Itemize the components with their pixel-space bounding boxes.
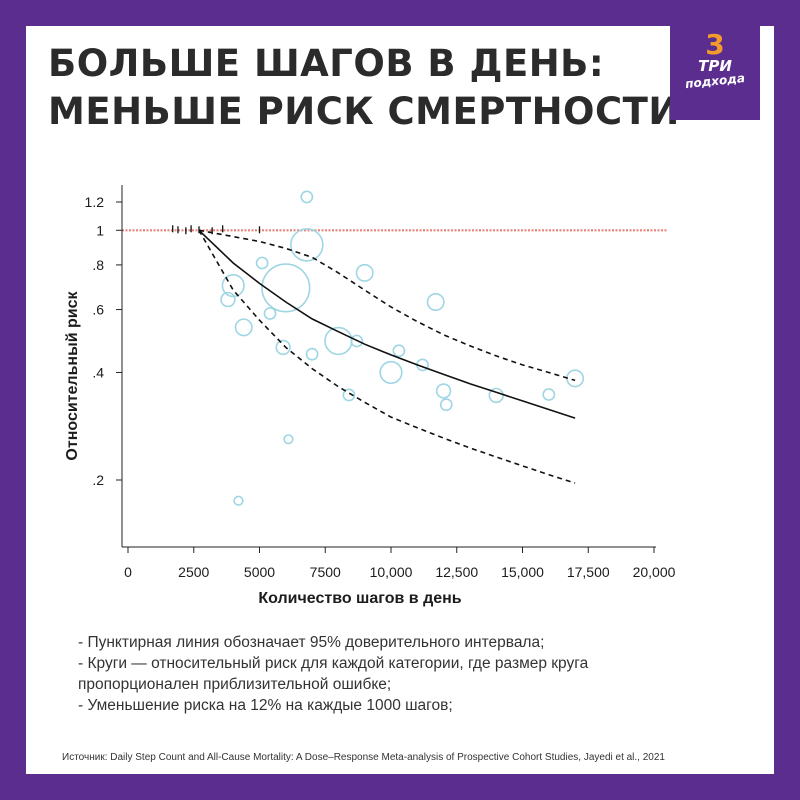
y-tick-label: 1 (96, 222, 104, 238)
study-point (566, 369, 585, 388)
note-line: - Уменьшение риска на 12% на каждые 1000… (78, 697, 453, 714)
title-line-1: БОЛЬШЕ ШАГОВ В ДЕНЬ: (48, 42, 605, 85)
title-line-2: МЕНЬШЕ РИСК СМЕРТНОСТИ (48, 90, 680, 133)
x-tick-label: 5000 (244, 564, 275, 580)
reference-line-group (122, 225, 668, 235)
study-point (439, 398, 453, 412)
study-point (305, 347, 319, 361)
card (26, 26, 774, 774)
notes: - Пунктирная линия обозначает 95% довери… (78, 632, 718, 716)
x-tick-label: 20,000 (633, 564, 676, 580)
study-point (426, 292, 445, 311)
study-point (261, 263, 311, 313)
study-point (342, 388, 356, 402)
x-tick-label: 12,500 (435, 564, 478, 580)
note-line: - Круги — относительный риск для каждой … (78, 655, 589, 672)
study-point (220, 291, 236, 308)
x-tick-label: 10,000 (370, 564, 413, 580)
study-point (283, 434, 294, 445)
study-point (290, 228, 324, 262)
study-point (255, 256, 269, 270)
page-title: БОЛЬШЕ ШАГОВ В ДЕНЬ: МЕНЬШЕ РИСК СМЕРТНО… (48, 40, 680, 136)
study-point (233, 495, 244, 506)
study-point (392, 344, 406, 358)
y-tick-label: .4 (92, 364, 104, 380)
x-tick-label: 7500 (310, 564, 341, 580)
study-point (435, 383, 452, 399)
x-tick-label: 17,500 (567, 564, 610, 580)
study-point (221, 274, 245, 298)
study-point (355, 263, 374, 282)
study-point (300, 190, 314, 204)
lower-ci-curve (198, 229, 576, 484)
study-circles-group (220, 190, 585, 506)
study-point (488, 387, 504, 404)
y-axis-label: Относительный риск (64, 291, 81, 461)
x-tick-label: 15,000 (501, 564, 544, 580)
x-tick-label: 2500 (178, 564, 209, 580)
x-tick-label: 0 (124, 564, 132, 580)
study-point (275, 339, 291, 356)
x-axis-label: Количество шагов в день (258, 590, 462, 607)
y-tick-label: .6 (92, 302, 104, 318)
study-point (379, 360, 403, 385)
note-line: пропорционален приблизительной ошибке; (78, 676, 392, 693)
study-point (542, 388, 556, 401)
curves-group (198, 229, 576, 484)
study-point (350, 334, 364, 348)
brand-logo: 3 ТРИ подхода (670, 26, 760, 120)
source-citation: Источник: Daily Step Count and All-Cause… (62, 752, 665, 763)
y-tick-label: 1.2 (85, 194, 105, 210)
note-line: - Пунктирная линия обозначает 95% довери… (78, 634, 545, 651)
axes-group: .2 .4 .6 .8 1 1.2 0 2500 5000 7500 10,000 12,500 15,… (85, 185, 676, 580)
upper-ci-curve (198, 229, 576, 382)
logo-number: 3 (705, 28, 725, 61)
y-tick-label: .2 (92, 472, 104, 488)
study-point (234, 318, 253, 337)
estimate-curve (198, 229, 576, 419)
study-point (263, 307, 277, 320)
logo-word-1: ТРИ (698, 57, 732, 75)
y-tick-label: .8 (92, 257, 104, 273)
